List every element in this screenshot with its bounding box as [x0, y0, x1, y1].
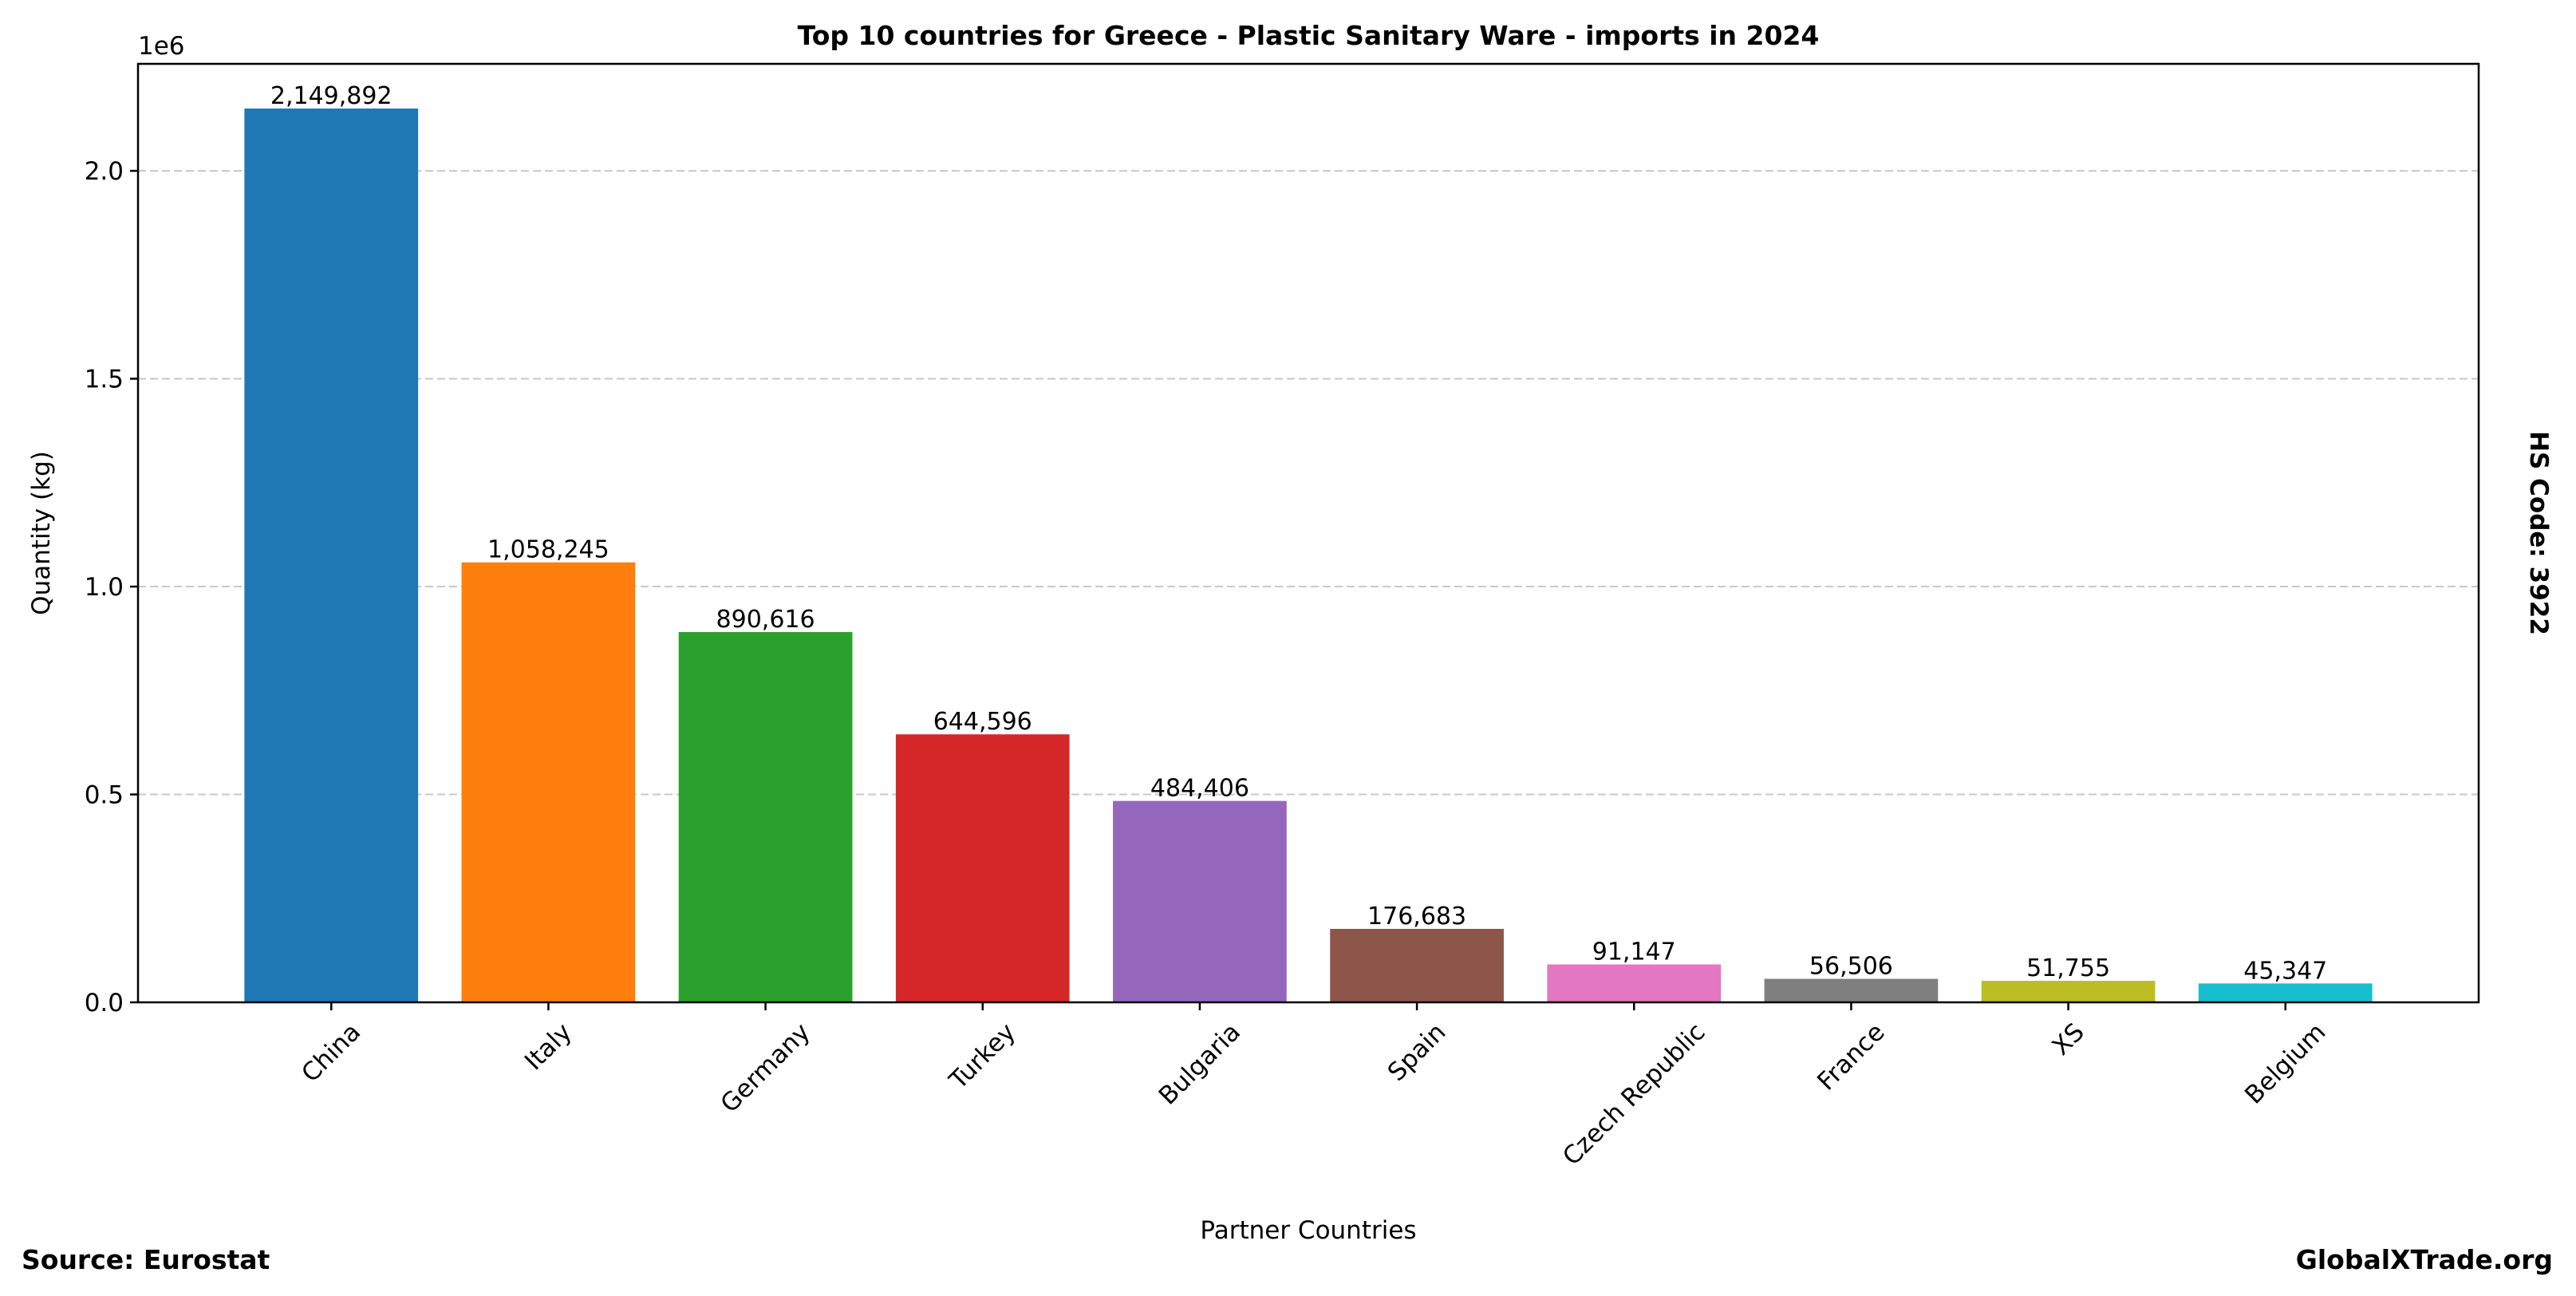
y-tick-label: 0.5: [85, 781, 124, 810]
bar-germany: [678, 632, 853, 1002]
x-tick-label: Czech Republic: [1557, 1017, 1710, 1171]
bar-value-label: 45,347: [2243, 957, 2327, 985]
bar-value-label: 644,596: [933, 708, 1032, 736]
bar-value-label: 176,683: [1367, 903, 1466, 931]
bar-value-label: 56,506: [1809, 953, 1893, 981]
bar-italy: [461, 562, 636, 1002]
source-annotation: Source: Eurostat: [22, 1244, 270, 1275]
chart-title: Top 10 countries for Greece - Plastic Sa…: [798, 20, 1820, 51]
y-axis-label: Quantity (kg): [27, 451, 56, 615]
plot-frame: [136, 62, 2480, 1004]
bar-value-label: 2,149,892: [270, 82, 393, 110]
y-axis-ticks: 0.0 0.5 1.0 1.5 2.0: [85, 157, 138, 1017]
x-axis-ticks: China Italy Germany Turkey Bulgaria Spain Czec…: [296, 1002, 2331, 1172]
bar-value-label: 51,755: [2026, 954, 2110, 982]
x-tick-label: Belgium: [2239, 1017, 2331, 1109]
bar-czech-republic: [1547, 964, 1722, 1002]
bar-france: [1764, 978, 1939, 1002]
x-tick-label: Germany: [715, 1017, 815, 1118]
bar-value-label: 91,147: [1592, 938, 1676, 966]
bar-spain: [1330, 928, 1504, 1002]
y-tick-label: 2.0: [85, 157, 124, 186]
x-tick-label: France: [1812, 1017, 1890, 1096]
bar-bulgaria: [1113, 800, 1287, 1002]
x-tick-label: XS: [2046, 1017, 2089, 1061]
bar-value-labels: 2,149,892 1,058,245 890,616 644,596 484,406 1…: [270, 82, 2327, 985]
bar-value-label: 1,058,245: [487, 536, 609, 564]
x-tick-label: Spain: [1383, 1017, 1452, 1087]
y-tick-label: 1.0: [85, 573, 124, 602]
x-tick-label: Italy: [519, 1017, 578, 1076]
y-tick-label: 1.5: [85, 365, 124, 394]
bars: [244, 109, 2373, 1002]
x-axis-label: Partner Countries: [1200, 1216, 1416, 1245]
hs-code-annotation: HS Code: 3922: [2524, 431, 2553, 635]
bar-china: [244, 109, 419, 1002]
bar-xs: [1981, 981, 2156, 1002]
bar-turkey: [895, 734, 1070, 1002]
bar-value-label: 890,616: [716, 606, 815, 634]
y-tick-label: 0.0: [85, 989, 124, 1017]
bar-belgium: [2198, 983, 2373, 1002]
x-tick-label: Bulgaria: [1154, 1017, 1246, 1110]
y-offset-label: 1e6: [138, 32, 185, 61]
x-tick-label: China: [296, 1017, 366, 1088]
bar-value-label: 484,406: [1150, 775, 1249, 803]
x-tick-label: Turkey: [944, 1017, 1022, 1096]
site-annotation: GlobalXTrade.org: [2296, 1244, 2553, 1275]
